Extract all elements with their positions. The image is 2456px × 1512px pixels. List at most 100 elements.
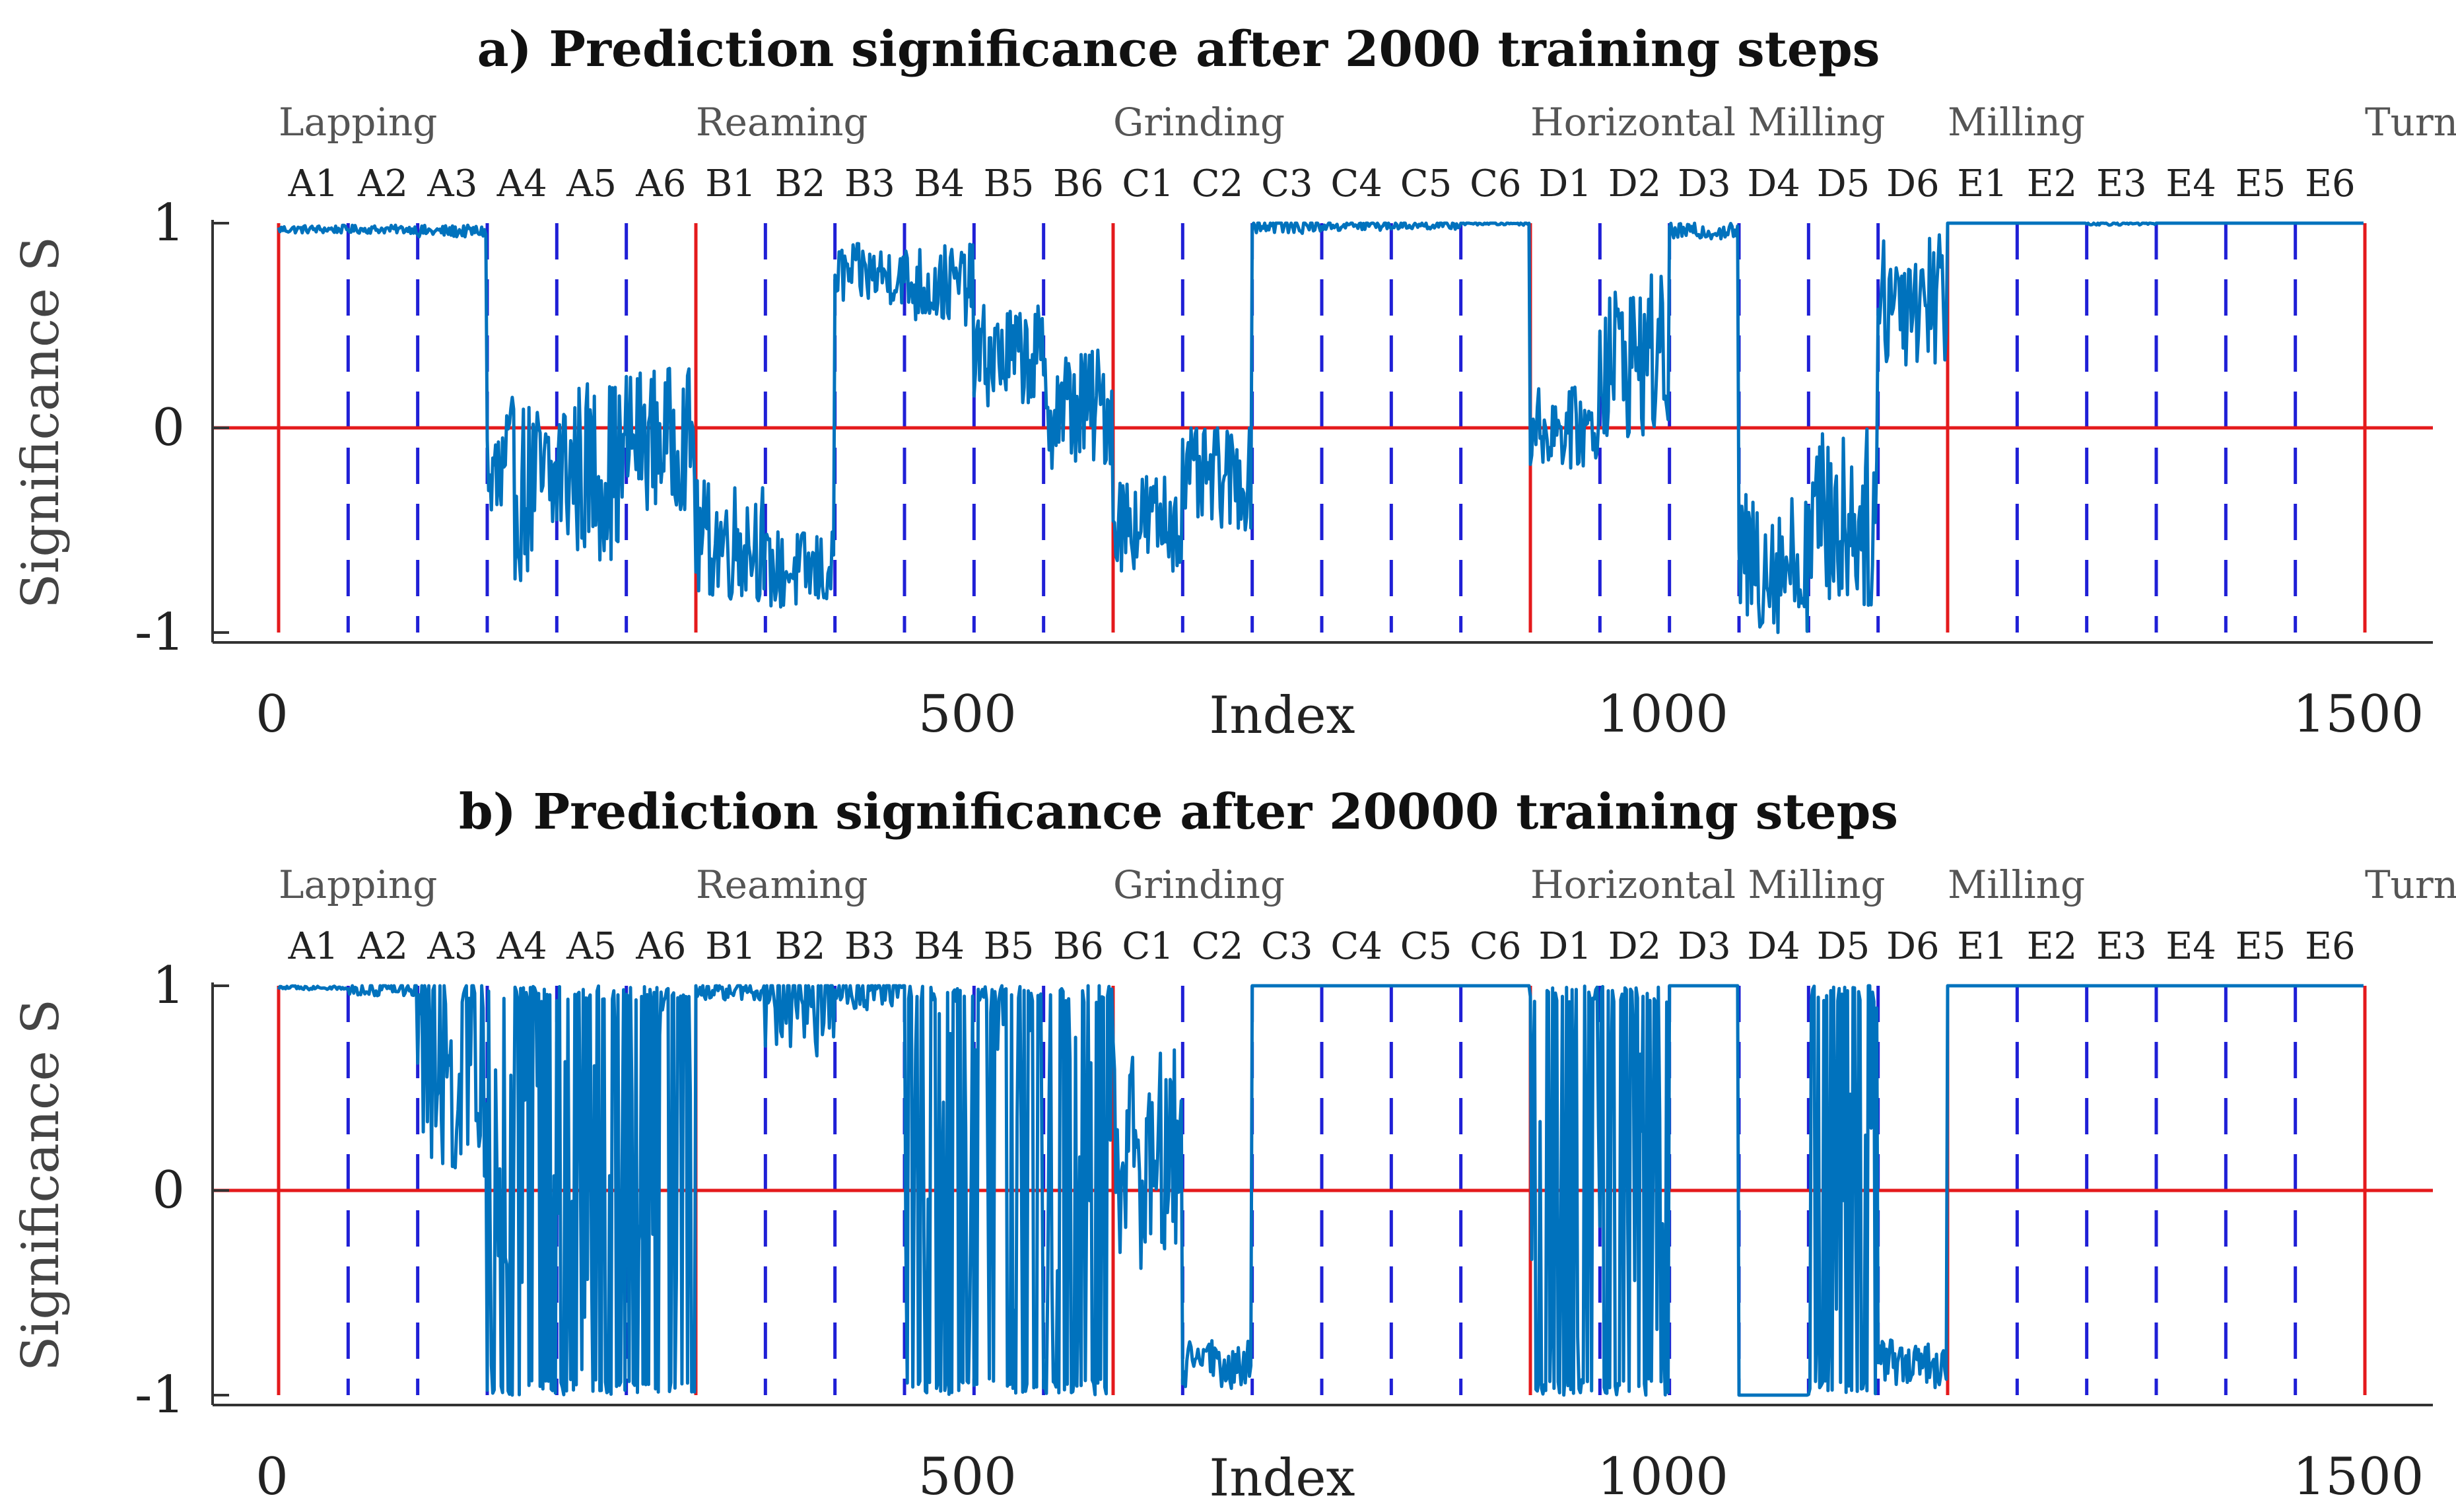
group-label: Milling: [1948, 100, 2085, 145]
segment-label: C3: [1261, 925, 1313, 968]
segment-label: A4: [496, 162, 547, 205]
label-layer: 1 0 -1 0 500 1000 1500 Lapping Reaming Grinding Ho…: [135, 100, 2456, 744]
segment-label: B6: [1053, 162, 1104, 205]
y-tick-label: 0: [152, 1161, 185, 1220]
segment-label: D2: [1608, 925, 1662, 968]
y-axis-label: Significance S: [11, 236, 71, 609]
segment-label: C6: [1470, 162, 1521, 205]
segment-label: E1: [1957, 925, 2008, 968]
y-tick-label: 1: [152, 193, 185, 253]
segment-label: A4: [496, 925, 547, 968]
segment-label: A5: [566, 925, 617, 968]
x-tick-label: 500: [918, 1447, 1017, 1507]
segment-label: B3: [844, 162, 895, 205]
segment-label: B5: [984, 925, 1035, 968]
segment-label: B2: [775, 925, 826, 968]
segment-label: E1: [1957, 162, 2008, 205]
group-label: Reaming: [696, 862, 868, 907]
segment-label: A6: [635, 925, 686, 968]
segment-label: B4: [914, 925, 965, 968]
segment-label: C3: [1261, 162, 1313, 205]
segment-label: E4: [2166, 925, 2216, 968]
segment-label: C5: [1400, 925, 1452, 968]
segment-label: C1: [1122, 925, 1173, 968]
segment-label: E3: [2096, 925, 2147, 968]
segment-label: C6: [1470, 925, 1521, 968]
x-axis-label: Index: [1209, 686, 1355, 745]
segment-label: D3: [1678, 162, 1731, 205]
label-layer: 1 0 -1 0 500 1000 1500 Lapping Reaming Grinding Ho…: [135, 862, 2456, 1507]
segment-label: C4: [1330, 162, 1382, 205]
group-label: Horizontal Milling: [1530, 100, 1886, 145]
x-tick-label: 0: [256, 685, 289, 744]
segment-label: B6: [1053, 925, 1104, 968]
x-tick-label: 1500: [2293, 1447, 2424, 1507]
segment-label: D5: [1817, 925, 1870, 968]
segment-label: D4: [1747, 925, 1800, 968]
group-label: Grinding: [1113, 862, 1285, 907]
series-line: [277, 221, 2364, 635]
segment-label: C2: [1192, 162, 1243, 205]
segment-label: C5: [1400, 162, 1452, 205]
segment-label: E2: [2027, 925, 2078, 968]
x-tick-label: 0: [256, 1447, 289, 1507]
segment-label: E5: [2235, 162, 2286, 205]
segment-label: E6: [2305, 925, 2356, 968]
y-tick-label: -1: [135, 1365, 185, 1425]
group-label: Grinding: [1113, 100, 1285, 145]
segment-label: D2: [1608, 162, 1662, 205]
segment-label: E4: [2166, 162, 2216, 205]
segment-label: C4: [1330, 925, 1382, 968]
segment-label: D6: [1886, 162, 1940, 205]
group-label: Turning: [2365, 862, 2456, 907]
series-line: [277, 984, 2364, 1397]
segment-label: B3: [844, 925, 895, 968]
segment-label: A1: [288, 925, 339, 968]
chart-title: b) Prediction significance after 20000 t…: [459, 784, 1898, 841]
axis-frame-layer: [211, 220, 2433, 644]
x-tick-label: 1000: [1597, 685, 1728, 744]
y-tick-label: -1: [135, 603, 185, 662]
segment-label: D6: [1886, 925, 1940, 968]
segment-label: C1: [1122, 162, 1173, 205]
segment-label: E6: [2305, 162, 2356, 205]
segment-label: D4: [1747, 162, 1800, 205]
x-axis-label: Index: [1209, 1449, 1355, 1508]
segment-label: A5: [566, 162, 617, 205]
y-tick-label: 1: [152, 956, 185, 1015]
group-label: Lapping: [279, 862, 437, 907]
segment-label: A1: [288, 162, 339, 205]
series-layer: [277, 221, 2364, 635]
segment-label: D1: [1538, 162, 1592, 205]
segment-label: A2: [357, 162, 408, 205]
segment-label: B1: [705, 162, 756, 205]
segment-label: B1: [705, 925, 756, 968]
segment-label: E2: [2027, 162, 2078, 205]
y-tick-label: 0: [152, 398, 185, 458]
group-label: Turning: [2365, 100, 2456, 145]
x-tick-label: 1000: [1597, 1447, 1728, 1507]
panel-b: b) Prediction significance after 20000 t…: [11, 784, 2456, 1508]
x-tick-label: 1500: [2293, 685, 2424, 744]
x-tick-label: 500: [918, 685, 1017, 744]
segment-label: D1: [1538, 925, 1592, 968]
segment-label: A2: [357, 925, 408, 968]
segment-label: A3: [426, 162, 477, 205]
segment-label: D5: [1817, 162, 1870, 205]
axis-frame-layer: [211, 982, 2433, 1406]
segment-label: A3: [426, 925, 477, 968]
segment-label: D3: [1678, 925, 1731, 968]
panel-a: a) Prediction significance after 2000 tr…: [11, 21, 2456, 745]
group-label: Horizontal Milling: [1530, 862, 1886, 907]
segment-label: B2: [775, 162, 826, 205]
group-label: Milling: [1948, 862, 2085, 907]
chart-title: a) Prediction significance after 2000 tr…: [477, 21, 1880, 78]
segment-label: A6: [635, 162, 686, 205]
series-layer: [277, 984, 2364, 1397]
y-axis-label: Significance S: [11, 999, 71, 1371]
segment-label: B5: [984, 162, 1035, 205]
group-label: Reaming: [696, 100, 868, 145]
segment-label: E5: [2235, 925, 2286, 968]
segment-label: E3: [2096, 162, 2147, 205]
